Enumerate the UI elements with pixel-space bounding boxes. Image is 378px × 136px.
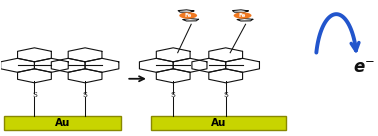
Text: Au: Au — [211, 118, 226, 128]
Circle shape — [179, 12, 197, 19]
Text: Fe: Fe — [184, 13, 192, 18]
Text: S: S — [83, 91, 88, 98]
FancyBboxPatch shape — [151, 116, 286, 130]
Circle shape — [234, 12, 251, 19]
FancyBboxPatch shape — [5, 116, 121, 130]
Text: S: S — [171, 91, 176, 98]
Text: Au: Au — [55, 118, 70, 128]
Text: S: S — [32, 91, 37, 98]
Text: e$^{-}$: e$^{-}$ — [353, 59, 375, 77]
Text: Fe: Fe — [239, 13, 246, 18]
Text: S: S — [223, 91, 228, 98]
